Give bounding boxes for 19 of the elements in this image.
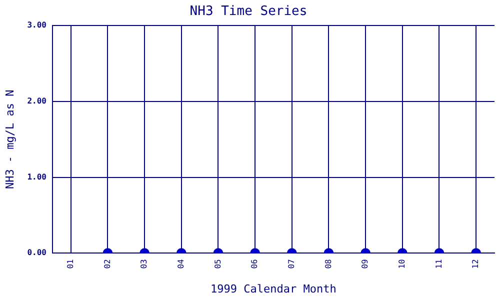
chart-title: NH3 Time Series	[190, 4, 308, 20]
x-tick-label: 06	[250, 258, 260, 269]
y-tick-label: 0.00	[27, 248, 47, 258]
y-tick-label: 2.00	[27, 96, 47, 106]
x-tick-label: 01	[66, 258, 75, 269]
x-tick-label: 11	[434, 258, 444, 269]
y-tick-label: 1.00	[27, 172, 47, 182]
x-tick-label: 10	[397, 258, 406, 269]
x-tick-label: 03	[140, 258, 149, 269]
x-tick-label: 07	[286, 258, 296, 269]
x-tick-label: 05	[213, 258, 222, 269]
y-tick-label: 3.00	[27, 20, 47, 30]
x-tick-label: 02	[102, 258, 112, 269]
x-tick-label: 08	[324, 258, 333, 269]
y-axis-title: NH3 - mg/L as N	[3, 90, 16, 190]
x-tick-label: 12	[471, 258, 480, 269]
x-tick-label: 09	[360, 258, 370, 269]
x-tick-label: 04	[176, 258, 186, 269]
x-axis-title: 1999 Calendar Month	[210, 282, 336, 296]
